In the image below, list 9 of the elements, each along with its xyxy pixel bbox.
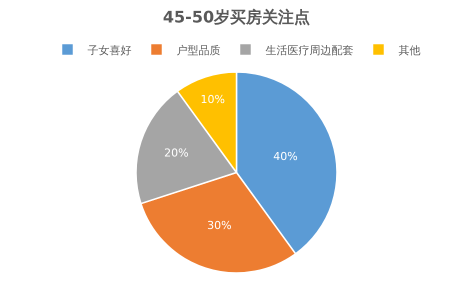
data-label: 40% (273, 150, 298, 164)
chart-title: 45-50岁买房关注点 (162, 7, 310, 26)
data-label: 10% (200, 92, 225, 106)
legend-label: 生活医疗周边配套 (266, 44, 354, 57)
data-label: 20% (164, 146, 189, 160)
data-label: 30% (207, 218, 232, 232)
legend-label: 子女喜好 (88, 44, 132, 57)
legend-label: 户型品质 (176, 44, 220, 57)
legend-label: 其他 (398, 44, 420, 57)
